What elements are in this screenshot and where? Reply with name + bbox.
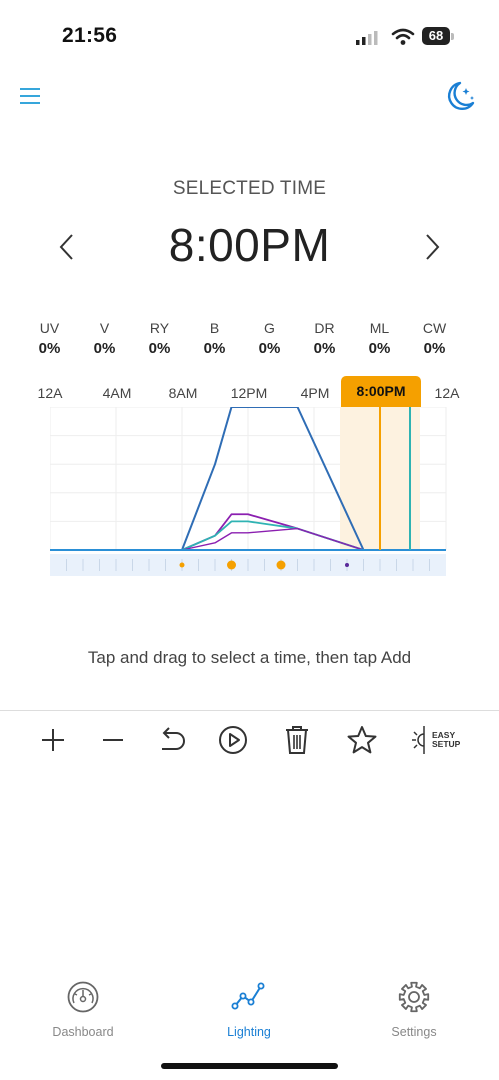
channel-values: UV 0% V 0% RY 0% B 0% G 0% DR 0% ML 0% CW 0% <box>22 320 492 357</box>
battery-indicator: 68 <box>422 27 450 45</box>
play-button[interactable] <box>215 722 251 758</box>
channel-name: CW <box>422 320 447 336</box>
wifi-icon <box>391 28 415 45</box>
schedule-marker <box>276 560 286 570</box>
nav-settings[interactable]: Settings <box>359 980 469 1039</box>
selected-time-badge[interactable]: 8:00PM <box>341 376 421 407</box>
channel-name: RY <box>149 320 170 336</box>
channel-name: ML <box>369 320 390 336</box>
channel-name: G <box>264 320 275 336</box>
gear-icon <box>398 981 430 1013</box>
trash-icon <box>286 726 308 754</box>
time-tick-label: 12PM <box>230 385 268 401</box>
add-button[interactable] <box>35 722 71 758</box>
selected-time-label: SELECTED TIME <box>172 178 327 199</box>
series-line <box>50 407 446 551</box>
gauge-icon <box>67 981 99 1013</box>
chart-lines <box>50 407 446 551</box>
channel-value: 0% <box>203 340 226 357</box>
remove-button[interactable] <box>95 722 131 758</box>
time-tick-label: 8AM <box>168 385 198 401</box>
star-icon <box>347 726 377 754</box>
channel-name: B <box>209 320 220 336</box>
channel-value: 0% <box>423 340 446 357</box>
home-indicator <box>161 1063 338 1069</box>
channel-value: 0% <box>368 340 391 357</box>
play-icon <box>219 726 247 754</box>
channel-value: 0% <box>38 340 61 357</box>
easy-setup-line1: EASY <box>432 730 456 740</box>
channel-b: B 0% <box>187 320 242 357</box>
moon-stars-icon[interactable] <box>440 78 478 116</box>
schedule-marker <box>179 562 185 568</box>
time-tick-label: 12A <box>434 385 460 401</box>
selected-time-value: 8:00PM <box>168 219 331 271</box>
channel-value: 0% <box>313 340 336 357</box>
plus-icon <box>42 729 64 751</box>
schedule-marker <box>227 560 236 570</box>
easy-setup-icon <box>412 726 425 754</box>
channel-value: 0% <box>258 340 281 357</box>
instruction-hint: Tap and drag to select a time, then tap … <box>87 648 412 667</box>
easy-setup-button[interactable] <box>408 722 434 758</box>
undo-button[interactable] <box>153 722 189 758</box>
easy-setup-label[interactable]: EASY SETUP <box>432 731 460 749</box>
schedule-marker <box>345 563 349 567</box>
time-tick-label: 4AM <box>102 385 132 401</box>
channel-cw: CW 0% <box>407 320 462 357</box>
nav-label: Lighting <box>227 1025 271 1039</box>
channel-v: V 0% <box>77 320 132 357</box>
channel-name: V <box>99 320 110 336</box>
nav-label: Settings <box>391 1025 437 1039</box>
schedule-markers <box>179 560 349 570</box>
battery-nub <box>451 33 454 40</box>
channel-name: DR <box>314 320 335 336</box>
chart-line-icon <box>231 982 265 1010</box>
nav-label: Dashboard <box>52 1025 114 1039</box>
channel-ml: ML 0% <box>352 320 407 357</box>
nav-dashboard[interactable]: Dashboard <box>28 980 138 1039</box>
easy-setup-line2: SETUP <box>432 739 461 749</box>
delete-button[interactable] <box>279 722 315 758</box>
divider <box>0 710 499 711</box>
favorite-button[interactable] <box>344 722 380 758</box>
channel-g: G 0% <box>242 320 297 357</box>
status-time: 21:56 <box>62 24 118 47</box>
menu-icon[interactable] <box>18 86 42 106</box>
nav-lighting[interactable]: Lighting <box>194 980 304 1039</box>
channel-dr: DR 0% <box>297 320 352 357</box>
time-tick-label: 12A <box>37 385 63 401</box>
series-line <box>50 527 446 551</box>
channel-uv: UV 0% <box>22 320 77 357</box>
gear-outline <box>398 981 430 1013</box>
channel-value: 0% <box>148 340 171 357</box>
channel-value: 0% <box>93 340 116 357</box>
time-tick-label: 4PM <box>300 385 330 401</box>
channel-ry: RY 0% <box>132 320 187 357</box>
chevron-right-icon[interactable] <box>418 230 448 264</box>
minus-icon <box>103 739 123 741</box>
channel-name: UV <box>39 320 60 336</box>
signal-icon <box>356 31 378 45</box>
chevron-left-icon[interactable] <box>52 230 82 264</box>
undo-icon <box>162 727 185 750</box>
lighting-schedule-chart[interactable] <box>50 407 448 579</box>
